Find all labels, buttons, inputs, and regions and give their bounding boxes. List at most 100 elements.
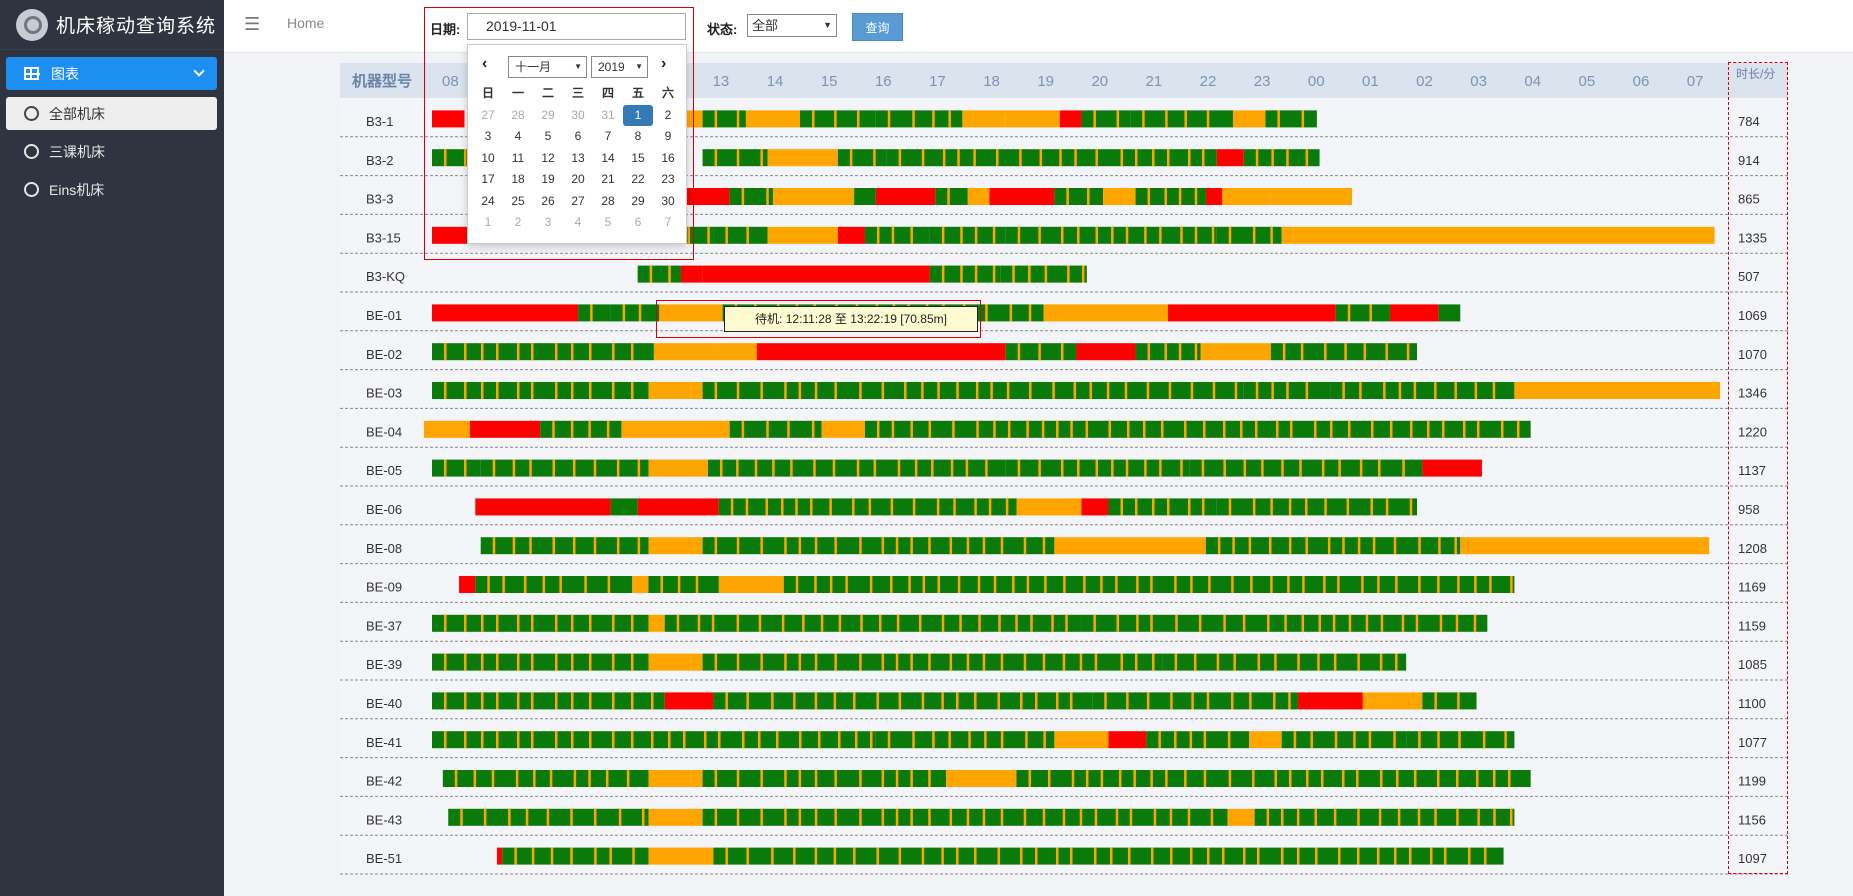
- timeline-segment[interactable]: [432, 692, 665, 710]
- timeline-segment[interactable]: [648, 459, 709, 477]
- timeline-segment[interactable]: [800, 110, 876, 128]
- day-cell[interactable]: 17: [481, 172, 495, 186]
- timeline-segment[interactable]: [632, 576, 649, 593]
- timeline-segment[interactable]: [1205, 537, 1461, 555]
- day-cell[interactable]: 5: [604, 215, 612, 229]
- timeline-segment[interactable]: [648, 537, 703, 555]
- day-cell[interactable]: 3: [544, 215, 552, 229]
- timeline-segment[interactable]: [1330, 382, 1515, 399]
- timeline-segment[interactable]: [702, 770, 947, 787]
- timeline-segment[interactable]: [1460, 537, 1710, 555]
- timeline-segment[interactable]: [1054, 731, 1109, 749]
- timeline-segment[interactable]: [864, 420, 1531, 438]
- timeline-segment[interactable]: [432, 110, 465, 128]
- day-cell[interactable]: 31: [601, 107, 615, 122]
- day-cell[interactable]: 25: [511, 193, 525, 208]
- timeline-segment[interactable]: [875, 110, 963, 128]
- timeline-segment[interactable]: [480, 459, 649, 477]
- timeline-segment[interactable]: [1232, 110, 1266, 128]
- timeline-segment[interactable]: [1200, 343, 1271, 361]
- sidebar-item-eins-machines[interactable]: Eins机床: [6, 173, 217, 206]
- timeline-segment[interactable]: [432, 382, 649, 399]
- timeline-segment[interactable]: [459, 576, 476, 593]
- timeline-segment[interactable]: [432, 731, 876, 749]
- timeline-segment[interactable]: [648, 770, 703, 787]
- timeline-segment[interactable]: [1362, 692, 1423, 710]
- timeline-segment[interactable]: [680, 265, 703, 283]
- day-cell[interactable]: 15: [631, 150, 645, 165]
- timeline-segment[interactable]: [659, 304, 723, 322]
- timeline-segment[interactable]: [767, 149, 838, 167]
- sidebar-item-section3-machines[interactable]: 三课机床: [6, 135, 217, 168]
- hamburger-menu-icon[interactable]: ☰: [244, 14, 261, 34]
- day-cell[interactable]: 18: [511, 172, 525, 186]
- timeline-segment[interactable]: [1281, 731, 1407, 749]
- timeline-segment[interactable]: [1216, 149, 1244, 167]
- timeline-segment[interactable]: [1005, 110, 1060, 128]
- timeline-segment[interactable]: [1249, 731, 1282, 749]
- chevron-left-icon[interactable]: ‹: [482, 55, 488, 72]
- day-cell[interactable]: 4: [514, 129, 522, 143]
- timeline-segment[interactable]: [1000, 265, 1087, 283]
- day-cell[interactable]: 1: [484, 215, 492, 229]
- timeline-segment[interactable]: [637, 265, 681, 283]
- timeline-segment[interactable]: [1059, 110, 1082, 128]
- timeline-segment[interactable]: [475, 576, 633, 593]
- sidebar-menu-charts[interactable]: 图表: [6, 57, 217, 90]
- timeline-segment[interactable]: [1514, 382, 1721, 399]
- timeline-segment[interactable]: [1092, 692, 1298, 710]
- timeline-segment[interactable]: [1076, 343, 1136, 361]
- timeline-segment[interactable]: [1270, 343, 1417, 361]
- timeline-segment[interactable]: [1205, 188, 1223, 205]
- timeline-segment[interactable]: [540, 420, 622, 438]
- timeline-segment[interactable]: [864, 226, 930, 244]
- day-cell[interactable]: 29: [541, 107, 555, 122]
- timeline-segment[interactable]: [432, 459, 481, 477]
- timeline-segment[interactable]: [886, 149, 985, 167]
- timeline-segment[interactable]: [1243, 149, 1320, 167]
- timeline-segment[interactable]: [1189, 459, 1423, 477]
- timeline-segment[interactable]: [1108, 731, 1147, 749]
- timeline-segment[interactable]: [702, 382, 893, 399]
- day-cell[interactable]: 19: [541, 172, 555, 186]
- timeline-segment[interactable]: [767, 226, 838, 244]
- timeline-segment[interactable]: [621, 420, 730, 438]
- timeline-segment[interactable]: [637, 498, 719, 516]
- day-cell[interactable]: 11: [511, 150, 525, 165]
- timeline-segment[interactable]: [967, 188, 990, 205]
- timeline-segment[interactable]: [469, 420, 541, 438]
- timeline-segment[interactable]: [1281, 226, 1715, 244]
- timeline-segment[interactable]: [772, 188, 855, 205]
- day-cell[interactable]: 30: [661, 193, 675, 208]
- timeline-segment[interactable]: [1227, 808, 1255, 826]
- timeline-segment[interactable]: [1146, 731, 1250, 749]
- day-cell[interactable]: 23: [661, 172, 675, 186]
- timeline-segment[interactable]: [1054, 188, 1104, 205]
- timeline-segment[interactable]: [610, 498, 638, 516]
- day-cell[interactable]: 22: [631, 172, 645, 186]
- timeline-segment[interactable]: [648, 576, 719, 593]
- timeline-segment[interactable]: [675, 188, 730, 205]
- timeline-segment[interactable]: [648, 847, 714, 865]
- timeline-segment[interactable]: [875, 188, 936, 205]
- day-cell[interactable]: 14: [601, 150, 615, 165]
- timeline-segment[interactable]: [578, 304, 611, 322]
- timeline-segment[interactable]: [984, 149, 1109, 167]
- day-cell[interactable]: 27: [481, 107, 495, 122]
- chevron-right-icon[interactable]: ›: [661, 55, 667, 72]
- day-cell-selected[interactable]: 1: [623, 104, 653, 126]
- day-cell[interactable]: 27: [571, 193, 585, 208]
- query-button[interactable]: 查询: [852, 13, 903, 41]
- timeline-segment[interactable]: [929, 226, 1006, 244]
- timeline-segment[interactable]: [702, 265, 930, 283]
- timeline-segment[interactable]: [502, 847, 649, 865]
- timeline-segment[interactable]: [432, 343, 654, 361]
- day-cell[interactable]: 30: [571, 107, 585, 122]
- timeline-segment[interactable]: [664, 614, 1082, 632]
- timeline-segment[interactable]: [713, 847, 1504, 865]
- timeline-segment[interactable]: [442, 770, 649, 787]
- timeline-segment[interactable]: [1016, 498, 1082, 516]
- timeline-segment[interactable]: [729, 420, 822, 438]
- timeline-segment[interactable]: [892, 382, 1244, 399]
- timeline-segment[interactable]: [729, 188, 773, 205]
